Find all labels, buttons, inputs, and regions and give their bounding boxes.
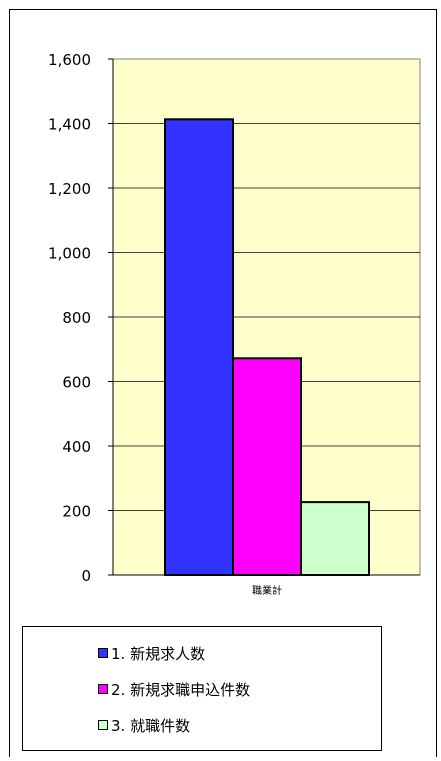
y-tick-label: 1,400 — [48, 116, 91, 134]
x-tick-label: 職業計 — [252, 584, 282, 597]
legend-swatch-3 — [98, 720, 108, 730]
bars — [164, 118, 370, 577]
legend-label-2: 2. 新規求職申込件数 — [111, 680, 251, 699]
y-tick-label: 800 — [62, 309, 91, 327]
legend-item-2: 2. 新規求職申込件数 — [98, 678, 250, 700]
y-tick-label: 400 — [62, 438, 91, 456]
legend-swatch-2 — [98, 684, 108, 694]
bar-series-1 — [164, 118, 234, 577]
bar-chart: 0 200 400 600 800 1,000 1,200 1,400 1,600 職業計 — [48, 51, 421, 597]
bar-series-2 — [232, 357, 302, 576]
y-tick-label: 200 — [62, 503, 91, 521]
y-tick-label: 1,000 — [48, 245, 91, 263]
legend-item-1: 1. 新規求人数 — [98, 642, 205, 664]
legend-label-3: 3. 就職件数 — [111, 716, 191, 735]
y-axis-ticks: 0 200 400 600 800 1,000 1,200 1,400 1,600 — [48, 51, 113, 585]
y-tick-label: 1,200 — [48, 180, 91, 198]
y-tick-label: 600 — [62, 374, 91, 392]
legend-item-3: 3. 就職件数 — [98, 714, 190, 736]
legend-label-1: 1. 新規求人数 — [111, 644, 206, 663]
legend: 1. 新規求人数 2. 新規求職申込件数 3. 就職件数 — [22, 626, 382, 751]
y-tick-label: 1,600 — [48, 51, 91, 69]
bar-series-3 — [300, 501, 370, 576]
y-tick-label: 0 — [81, 567, 91, 585]
legend-swatch-1 — [98, 648, 108, 658]
chart-frame — [9, 9, 437, 757]
